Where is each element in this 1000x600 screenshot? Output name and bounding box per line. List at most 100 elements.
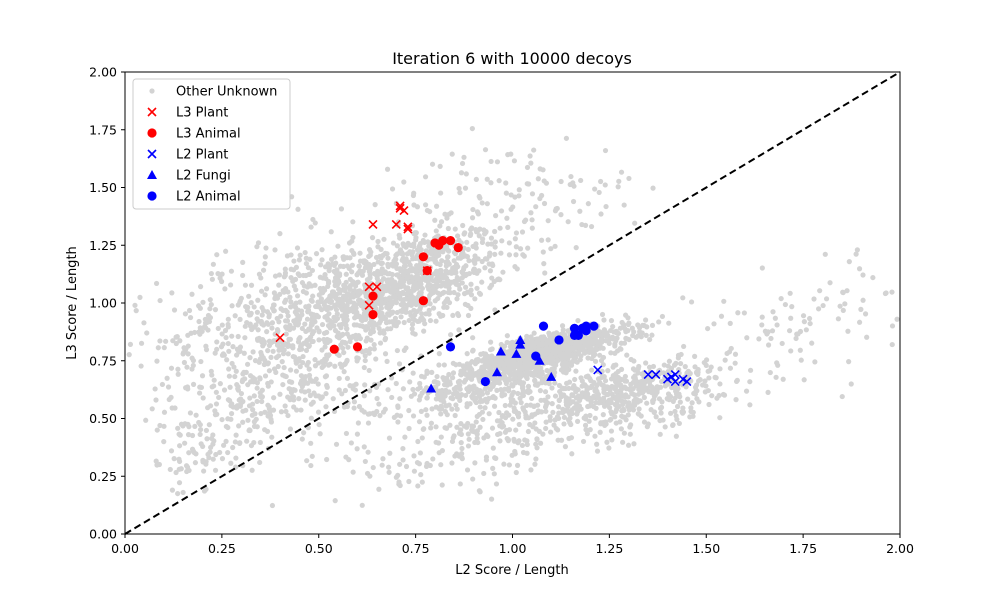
data-point [336, 335, 342, 341]
data-point [695, 369, 701, 375]
data-point [465, 246, 471, 253]
data-point [304, 362, 310, 368]
data-point [848, 381, 854, 387]
data-point [612, 329, 618, 335]
data-point [606, 404, 613, 411]
data-point [600, 354, 607, 361]
data-point [457, 481, 463, 487]
data-point [395, 472, 401, 478]
data-point [367, 271, 373, 277]
data-point [376, 401, 382, 407]
data-point [430, 305, 437, 311]
data-point [341, 349, 347, 356]
data-point [309, 453, 315, 459]
data-point [756, 336, 762, 342]
data-point [315, 381, 321, 387]
data-point [465, 420, 471, 427]
data-point [261, 340, 267, 347]
data-point [421, 328, 427, 334]
data-point [472, 257, 478, 263]
data-point [288, 389, 295, 396]
data-point [394, 265, 400, 271]
data-point [438, 434, 444, 440]
data-point [225, 316, 231, 322]
data-point [812, 359, 818, 365]
data-point [364, 277, 371, 283]
data-point [458, 170, 465, 176]
data-point [193, 412, 199, 418]
data-point [264, 329, 270, 335]
data-point [407, 250, 413, 256]
data-point [436, 362, 442, 368]
data-point [732, 351, 739, 357]
data-point [243, 407, 249, 413]
data-point [401, 179, 407, 185]
data-point [479, 239, 486, 246]
data-point [458, 371, 464, 377]
data-point [169, 290, 175, 296]
data-point [638, 386, 645, 392]
data-point [221, 442, 227, 448]
data-point [183, 463, 190, 469]
data-point [545, 394, 551, 400]
data-point [415, 483, 421, 489]
data-point [441, 289, 447, 295]
data-point [642, 317, 649, 323]
data-point [295, 339, 302, 345]
data-point [507, 340, 514, 346]
data-point [556, 382, 563, 389]
data-point [870, 274, 876, 281]
data-point [355, 420, 361, 426]
data-point [344, 375, 351, 382]
data-point [173, 340, 179, 347]
data-point [318, 395, 324, 402]
data-point [373, 305, 379, 312]
data-point [315, 409, 322, 415]
data-point [493, 455, 499, 461]
data-point [214, 252, 220, 258]
data-point [284, 309, 290, 315]
data-point [670, 422, 676, 428]
data-point [688, 408, 694, 415]
data-point [462, 230, 468, 236]
data-point [580, 438, 587, 445]
data-point [651, 393, 658, 399]
legend-box [132, 78, 291, 210]
data-point [489, 346, 495, 352]
data-point [412, 312, 418, 318]
data-point [311, 315, 317, 322]
data-point [608, 350, 614, 356]
data-point [190, 362, 196, 369]
data-point [521, 218, 528, 225]
data-point [566, 385, 572, 391]
data-point [298, 407, 304, 413]
data-point [455, 255, 461, 261]
data-point [682, 364, 688, 370]
data-point [270, 407, 277, 413]
data-point [186, 307, 193, 314]
data-point [255, 318, 261, 324]
data-point [293, 287, 299, 293]
data-point [537, 440, 544, 446]
data-point [587, 412, 593, 419]
data-point [254, 336, 261, 342]
data-point [339, 391, 345, 397]
data-point [585, 201, 591, 207]
data-point [433, 271, 440, 277]
data-point [368, 249, 374, 255]
data-point [506, 462, 512, 468]
data-point [210, 456, 216, 462]
data-point [213, 401, 220, 407]
data-point [265, 321, 271, 327]
data-point [293, 368, 299, 374]
data-point [770, 309, 776, 315]
data-point [277, 231, 283, 237]
data-point [484, 176, 490, 182]
data-point [168, 448, 175, 454]
data-point [414, 459, 421, 466]
data-point [268, 340, 274, 346]
data-point [491, 403, 498, 409]
data-point [452, 453, 458, 459]
data-point [604, 384, 610, 390]
data-point [482, 265, 488, 271]
